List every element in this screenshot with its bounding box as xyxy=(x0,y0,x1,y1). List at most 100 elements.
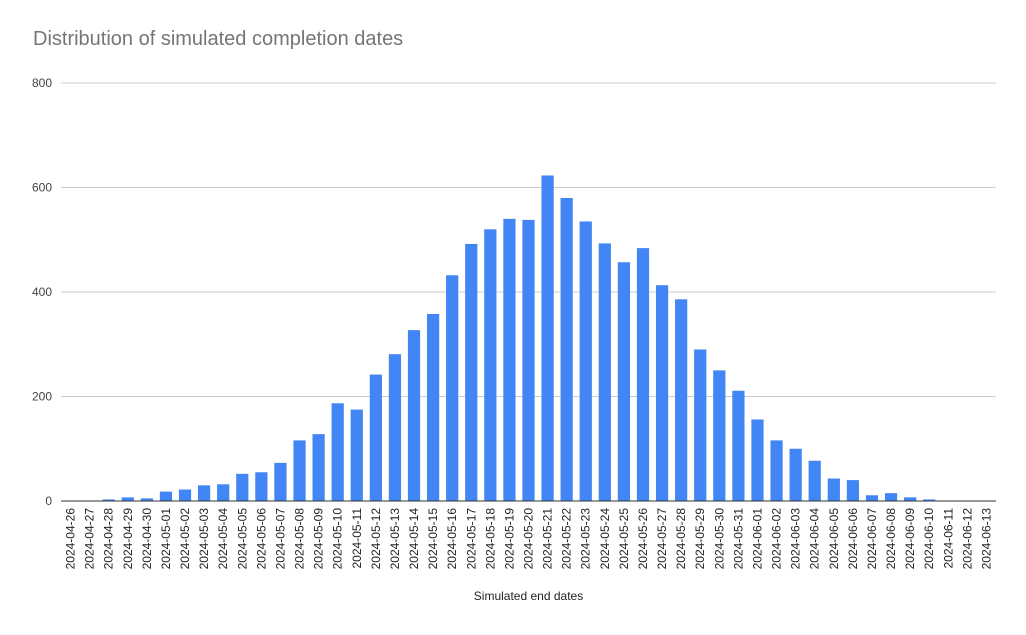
x-tick-label: 2024-05-01 xyxy=(159,508,173,570)
x-tick-label: 2024-05-23 xyxy=(579,508,593,570)
y-tick-label: 600 xyxy=(32,181,52,195)
x-tick-label: 2024-05-20 xyxy=(522,508,536,570)
bar xyxy=(503,218,516,501)
x-tick-label: 2024-05-21 xyxy=(541,508,555,570)
x-tick-label: 2024-05-05 xyxy=(235,508,249,570)
x-tick-label: 2024-04-30 xyxy=(140,508,154,570)
bar xyxy=(178,489,192,501)
x-tick-label: 2024-05-28 xyxy=(674,508,688,570)
x-tick-label: 2024-05-07 xyxy=(273,508,287,570)
x-tick-label: 2024-05-10 xyxy=(331,508,345,570)
x-tick-label: 2024-05-26 xyxy=(636,508,650,570)
x-tick-label: 2024-05-25 xyxy=(617,508,631,570)
bar xyxy=(388,354,402,501)
x-tick-label: 2024-05-18 xyxy=(483,508,497,570)
x-tick-label: 2024-06-06 xyxy=(846,508,860,570)
x-tick-label: 2024-06-13 xyxy=(979,508,993,570)
bar xyxy=(808,460,821,501)
x-tick-label: 2024-06-04 xyxy=(808,508,822,570)
x-tick-label: 2024-05-09 xyxy=(312,508,326,570)
x-tick-label: 2024-05-19 xyxy=(502,508,516,570)
x-tick-label: 2024-05-13 xyxy=(388,508,402,570)
bar xyxy=(255,472,268,501)
bar xyxy=(312,434,325,501)
chart-title: Distribution of simulated completion dat… xyxy=(33,28,404,50)
x-tick-label: 2024-05-02 xyxy=(178,508,192,570)
bar xyxy=(713,370,726,501)
bar xyxy=(770,440,783,501)
x-tick-label: 2024-05-30 xyxy=(712,508,726,570)
bar xyxy=(407,330,421,501)
bar xyxy=(350,409,363,501)
x-tick-label: 2024-04-29 xyxy=(121,508,135,570)
bar xyxy=(236,473,249,501)
bar xyxy=(140,498,153,501)
bar xyxy=(293,440,306,501)
bar xyxy=(732,390,745,501)
x-tick-label: 2024-05-31 xyxy=(731,508,745,570)
x-tick-label: 2024-05-29 xyxy=(693,508,707,570)
bar xyxy=(827,478,840,501)
x-tick-label: 2024-06-12 xyxy=(960,508,974,570)
x-tick-label: 2024-05-14 xyxy=(407,508,421,570)
x-tick-label: 2024-04-27 xyxy=(83,508,97,570)
bar xyxy=(541,175,554,502)
bar xyxy=(217,484,230,501)
x-tick-label: 2024-05-03 xyxy=(197,508,211,570)
x-tick-label: 2024-05-08 xyxy=(293,508,307,570)
bar xyxy=(865,495,879,501)
bar xyxy=(560,197,573,501)
bar xyxy=(789,448,802,501)
y-axis-ticks: 0 200 400 600 800 xyxy=(32,76,52,508)
bar xyxy=(904,497,917,501)
x-tick-label: 2024-05-22 xyxy=(560,508,574,570)
bar xyxy=(331,403,344,501)
bar xyxy=(579,221,592,501)
bar xyxy=(884,493,898,501)
bar xyxy=(484,229,497,502)
bar xyxy=(159,491,173,501)
bar xyxy=(465,243,478,501)
x-tick-label: 2024-05-04 xyxy=(216,508,230,570)
bar xyxy=(675,299,688,501)
x-tick-label: 2024-05-12 xyxy=(369,508,383,570)
bar xyxy=(655,285,669,501)
y-tick-label: 800 xyxy=(32,76,52,90)
bar xyxy=(751,419,764,501)
y-tick-label: 400 xyxy=(32,285,52,299)
bar xyxy=(636,248,650,501)
x-axis-ticks: 2024-04-26 2024-04-27 2024-04-28 2024-04-29… xyxy=(64,508,994,570)
x-tick-label: 2024-06-07 xyxy=(865,508,879,570)
bar xyxy=(923,499,936,501)
bar xyxy=(121,497,134,501)
bar xyxy=(522,219,535,501)
bar xyxy=(426,313,440,501)
bars xyxy=(64,175,993,502)
y-tick-label: 0 xyxy=(45,494,52,508)
bar xyxy=(694,349,707,501)
x-tick-label: 2024-05-17 xyxy=(464,508,478,570)
x-tick-label: 2024-06-05 xyxy=(827,508,841,570)
x-tick-label: 2024-06-03 xyxy=(789,508,803,570)
x-tick-label: 2024-05-15 xyxy=(426,508,440,570)
x-tick-label: 2024-05-11 xyxy=(350,508,364,569)
x-tick-label: 2024-06-08 xyxy=(884,508,898,570)
bar xyxy=(598,243,611,501)
x-tick-label: 2024-06-02 xyxy=(770,508,784,570)
x-tick-label: 2024-06-10 xyxy=(922,508,936,570)
x-tick-label: 2024-05-27 xyxy=(655,508,669,570)
bar xyxy=(446,275,459,501)
x-tick-label: 2024-04-26 xyxy=(64,508,78,570)
x-tick-label: 2024-05-16 xyxy=(445,508,459,570)
x-tick-label: 2024-06-01 xyxy=(750,508,764,570)
x-tick-label: 2024-05-06 xyxy=(254,508,268,570)
x-tick-label: 2024-04-28 xyxy=(102,508,116,570)
bar xyxy=(617,262,631,501)
bar xyxy=(369,374,382,501)
x-tick-label: 2024-06-09 xyxy=(903,508,917,570)
x-tick-label: 2024-06-11 xyxy=(941,508,955,569)
x-tick-label: 2024-05-24 xyxy=(598,508,612,570)
bar xyxy=(102,499,115,501)
y-tick-label: 200 xyxy=(32,390,52,404)
